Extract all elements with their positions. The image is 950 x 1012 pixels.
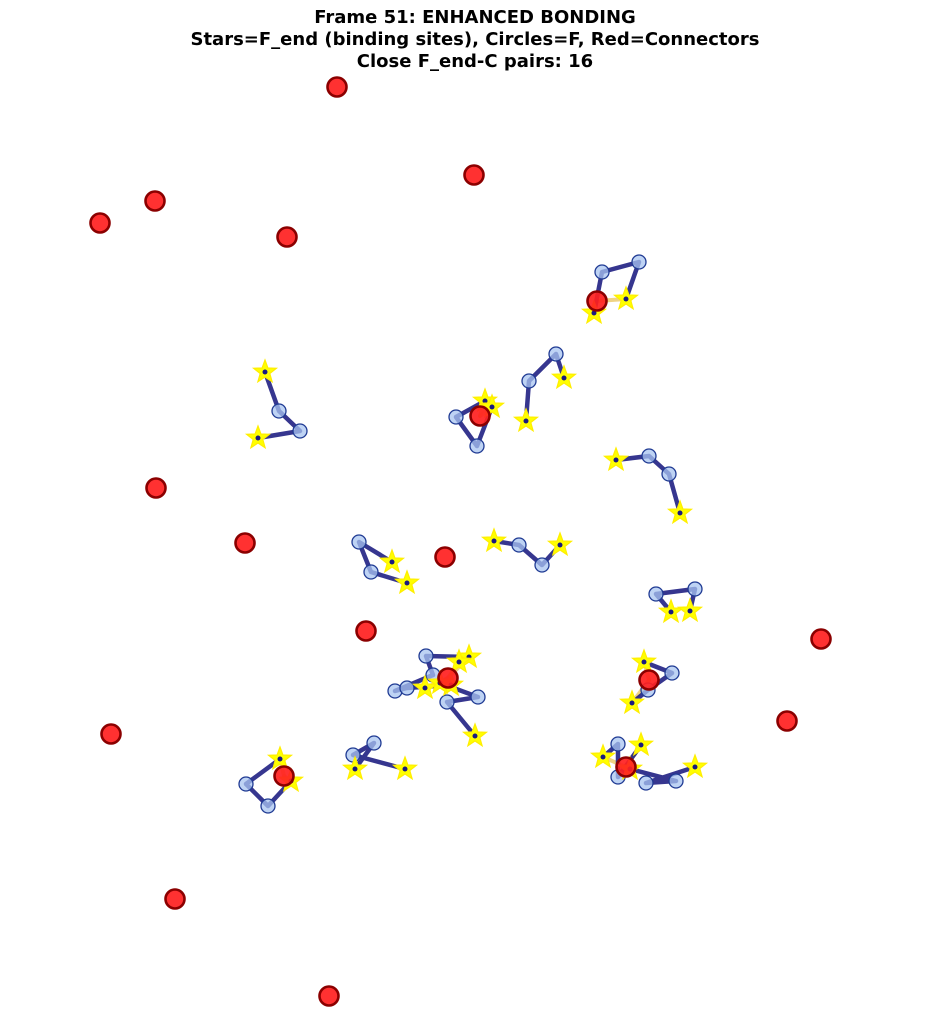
connector	[276, 226, 298, 248]
title-line-1: Frame 51: ENHANCED BONDING	[314, 7, 636, 28]
chart-title: Frame 51: ENHANCED BONDING Stars=F_end (…	[0, 7, 950, 73]
f-end-center	[668, 609, 674, 615]
f-particle	[594, 264, 610, 280]
connector	[469, 405, 491, 427]
f-particle	[638, 775, 654, 791]
f-particle	[661, 466, 677, 482]
connector	[273, 765, 295, 787]
f-particle	[668, 773, 684, 789]
f-end-center	[591, 310, 597, 316]
f-end-center	[600, 754, 606, 760]
chain-bond	[255, 369, 303, 441]
f-end-center	[557, 542, 563, 548]
f-end-center	[404, 580, 410, 586]
f-end-center	[638, 742, 644, 748]
f-particle	[366, 735, 382, 751]
chain-bonds	[243, 259, 698, 809]
f-end-center	[523, 418, 529, 424]
f-particle	[548, 346, 564, 362]
f-particle	[351, 534, 367, 550]
title-line-2: Stars=F_end (binding sites), Circles=F, …	[190, 29, 760, 50]
f-end-center	[255, 435, 261, 441]
chain-bond	[613, 453, 683, 516]
f-particle	[521, 373, 537, 389]
f-particle	[610, 736, 626, 752]
f-particle	[260, 798, 276, 814]
connector	[234, 532, 256, 554]
connector	[638, 669, 660, 691]
f-end-center	[456, 659, 462, 665]
connector	[615, 756, 637, 778]
f-particle	[631, 254, 647, 270]
chain-bond	[350, 740, 408, 772]
connector	[437, 667, 459, 689]
connector	[100, 723, 122, 745]
f-particle	[664, 665, 680, 681]
f-particle	[399, 680, 415, 696]
chain-bond	[491, 538, 563, 568]
f-particle	[469, 438, 485, 454]
f-end-stars	[244, 285, 709, 793]
f-end-center	[623, 296, 629, 302]
close-pair-links	[278, 297, 651, 783]
f-particle	[345, 747, 361, 763]
chain-bond	[629, 659, 675, 706]
f-end-center	[613, 457, 619, 463]
f-particle	[238, 776, 254, 792]
chain-bond	[356, 539, 410, 586]
connector	[463, 164, 485, 186]
chain-bond	[653, 586, 698, 615]
connector	[318, 985, 340, 1007]
title-line-3: Close F_end-C pairs: 16	[356, 51, 594, 72]
connector	[144, 190, 166, 212]
f-end-center	[352, 766, 358, 772]
f-particle	[363, 564, 379, 580]
chain-bond	[523, 351, 567, 424]
f-end-center	[262, 369, 268, 375]
chain-bond	[453, 398, 495, 449]
chain-bond	[243, 756, 294, 809]
connector-particles	[89, 76, 832, 1007]
connector	[355, 620, 377, 642]
chain-bond	[437, 680, 481, 739]
f-end-center	[489, 404, 495, 410]
connector	[776, 710, 798, 732]
f-end-center	[687, 608, 693, 614]
f-particle	[418, 648, 434, 664]
connector	[326, 76, 348, 98]
f-particle	[448, 409, 464, 425]
f-particle	[534, 557, 550, 573]
connector	[586, 290, 608, 312]
connector	[89, 212, 111, 234]
f-end-center	[629, 700, 635, 706]
f-particle	[687, 581, 703, 597]
f-particle	[511, 537, 527, 553]
f-end-center	[422, 685, 428, 691]
connector	[145, 477, 167, 499]
connector	[164, 888, 186, 910]
f-end-center	[677, 510, 683, 516]
f-end-center	[692, 764, 698, 770]
f-end-center	[277, 756, 283, 762]
f-end-center	[561, 375, 567, 381]
f-particle	[292, 423, 308, 439]
f-end-center	[472, 733, 478, 739]
f-particle	[648, 586, 664, 602]
f-particle	[439, 694, 455, 710]
f-end-center	[482, 398, 488, 404]
f-particle	[271, 403, 287, 419]
connector	[434, 546, 456, 568]
f-end-center	[641, 659, 647, 665]
f-particle	[641, 448, 657, 464]
connector	[810, 628, 832, 650]
f-end-center	[402, 766, 408, 772]
f-particle	[470, 689, 486, 705]
f-end-center	[491, 538, 497, 544]
f-end-center	[389, 559, 395, 565]
f-particles	[238, 254, 703, 814]
chain-bond	[627, 764, 698, 786]
